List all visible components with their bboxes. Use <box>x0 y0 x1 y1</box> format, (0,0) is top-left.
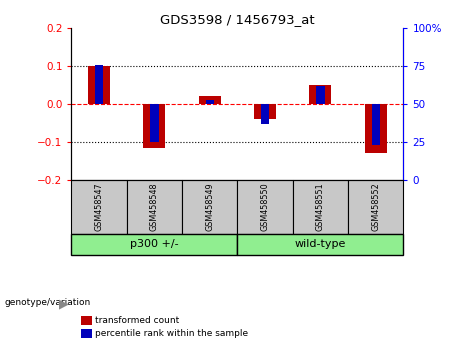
Text: wild-type: wild-type <box>295 239 346 249</box>
Text: ▶: ▶ <box>59 297 69 310</box>
Bar <box>206 100 214 104</box>
Text: genotype/variation: genotype/variation <box>5 298 91 307</box>
Text: transformed count: transformed count <box>95 316 180 325</box>
Text: GSM458552: GSM458552 <box>371 183 380 232</box>
Text: GSM458548: GSM458548 <box>150 183 159 231</box>
Bar <box>237 181 293 234</box>
Bar <box>372 104 380 145</box>
Title: GDS3598 / 1456793_at: GDS3598 / 1456793_at <box>160 13 315 26</box>
Bar <box>182 181 237 234</box>
Text: GSM458549: GSM458549 <box>205 183 214 231</box>
Bar <box>150 104 159 142</box>
Text: p300 +/-: p300 +/- <box>130 239 179 249</box>
Bar <box>71 181 127 234</box>
Bar <box>254 104 276 119</box>
Bar <box>348 181 403 234</box>
Bar <box>309 85 331 104</box>
Text: GSM458547: GSM458547 <box>95 183 104 231</box>
Bar <box>71 234 237 255</box>
Bar <box>143 104 165 148</box>
Text: GSM458550: GSM458550 <box>260 183 270 231</box>
Bar <box>316 86 325 104</box>
Bar <box>365 104 387 153</box>
Bar <box>293 181 348 234</box>
Text: percentile rank within the sample: percentile rank within the sample <box>95 329 248 338</box>
Text: GSM458551: GSM458551 <box>316 183 325 231</box>
Bar <box>199 96 221 104</box>
Bar <box>127 181 182 234</box>
Bar <box>237 234 403 255</box>
Bar <box>95 65 103 104</box>
Bar <box>261 104 269 124</box>
Bar <box>88 66 110 104</box>
